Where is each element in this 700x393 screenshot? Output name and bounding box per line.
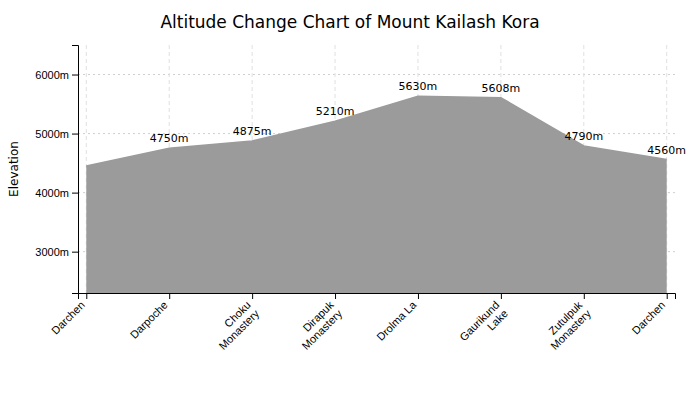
data-label: 4790m — [564, 130, 603, 143]
x-tick-label-line: Darpoche — [128, 299, 170, 341]
x-tick-mark — [501, 293, 502, 299]
data-label: 4560m — [647, 144, 686, 157]
x-tick-label: ZutulpukMonastery — [540, 298, 594, 352]
x-tick-mark — [169, 293, 170, 299]
data-label: 5630m — [399, 80, 438, 93]
data-label: 4875m — [233, 125, 272, 138]
y-tick-label: 5000m — [35, 128, 69, 140]
x-tick-label: Darchen — [629, 299, 667, 337]
x-tick: Drolma La — [374, 293, 419, 343]
plot-area — [78, 45, 675, 293]
x-tick-label-line: Darchen — [629, 299, 667, 337]
x-tick: Darchen — [629, 293, 667, 337]
x-tick: DirapukMonastery — [291, 293, 345, 352]
area — [86, 96, 666, 293]
y-tick-label: 4000m — [35, 187, 69, 199]
x-tick-label-line: Monastery — [217, 307, 262, 352]
y-tick: 3000m — [35, 246, 78, 258]
x-tick: GaurikundLake — [457, 293, 510, 352]
y-tick: 6000m — [35, 69, 78, 81]
x-tick-mark — [584, 293, 585, 299]
grid-line-y — [78, 74, 675, 75]
x-axis: Darchen Darpoche ChokuMonastery DirapukMona… — [49, 293, 675, 352]
x-tick-label: Darpoche — [128, 299, 170, 341]
x-tick-mark — [86, 293, 87, 299]
y-tick-label: 3000m — [35, 246, 69, 258]
x-tick-mark — [418, 293, 419, 299]
y-tick: 5000m — [35, 128, 78, 140]
x-tick: Darchen — [49, 293, 87, 337]
x-tick-label: DirapukMonastery — [291, 298, 345, 352]
x-tick-mark — [252, 293, 253, 299]
y-tick: 4000m — [35, 187, 78, 199]
chart: 4750m 4875m 5210m 5630m 5608m 4790m 4560m 3000m… — [0, 0, 700, 393]
x-tick: Darpoche — [128, 293, 170, 341]
x-tick: ZutulpukMonastery — [540, 293, 594, 352]
x-tick-label-line: Lake — [485, 307, 510, 332]
grid — [78, 45, 675, 293]
title: Altitude Change Chart of Mount Kailash K… — [160, 12, 539, 32]
data-labels: 4750m 4875m 5210m 5630m 5608m 4790m 4560m — [150, 80, 686, 156]
x-tick-mark — [667, 293, 668, 299]
plot: 4750m 4875m 5210m 5630m 5608m 4790m 4560m 3000m… — [7, 45, 686, 352]
y-axis-line — [72, 46, 79, 294]
x-tick-label: Drolma La — [374, 298, 419, 343]
y-tick-mark — [72, 75, 78, 76]
y-axis-title: Elevation — [7, 141, 21, 197]
x-tick-label: Darchen — [49, 299, 87, 337]
y-axis: 3000m 4000m 5000m 6000m — [35, 46, 78, 294]
x-tick-label: GaurikundLake — [457, 299, 510, 352]
data-label: 5608m — [482, 82, 521, 95]
data-label: 4750m — [150, 132, 189, 145]
y-tick-mark — [72, 134, 78, 135]
x-tick-label-line: Monastery — [299, 307, 344, 352]
x-tick-label-line: Monastery — [548, 307, 593, 352]
x-tick: ChokuMonastery — [208, 293, 262, 352]
x-tick-label-line: Drolma La — [374, 298, 419, 343]
x-tick-label-line: Darchen — [49, 299, 87, 337]
x-tick-label: ChokuMonastery — [208, 298, 262, 352]
line — [86, 96, 666, 166]
y-tick-label: 6000m — [35, 69, 69, 81]
x-axis-line — [79, 294, 676, 300]
y-tick-mark — [72, 193, 78, 194]
x-tick-mark — [335, 293, 336, 299]
data-label: 5210m — [316, 105, 355, 118]
y-tick-mark — [72, 252, 78, 253]
